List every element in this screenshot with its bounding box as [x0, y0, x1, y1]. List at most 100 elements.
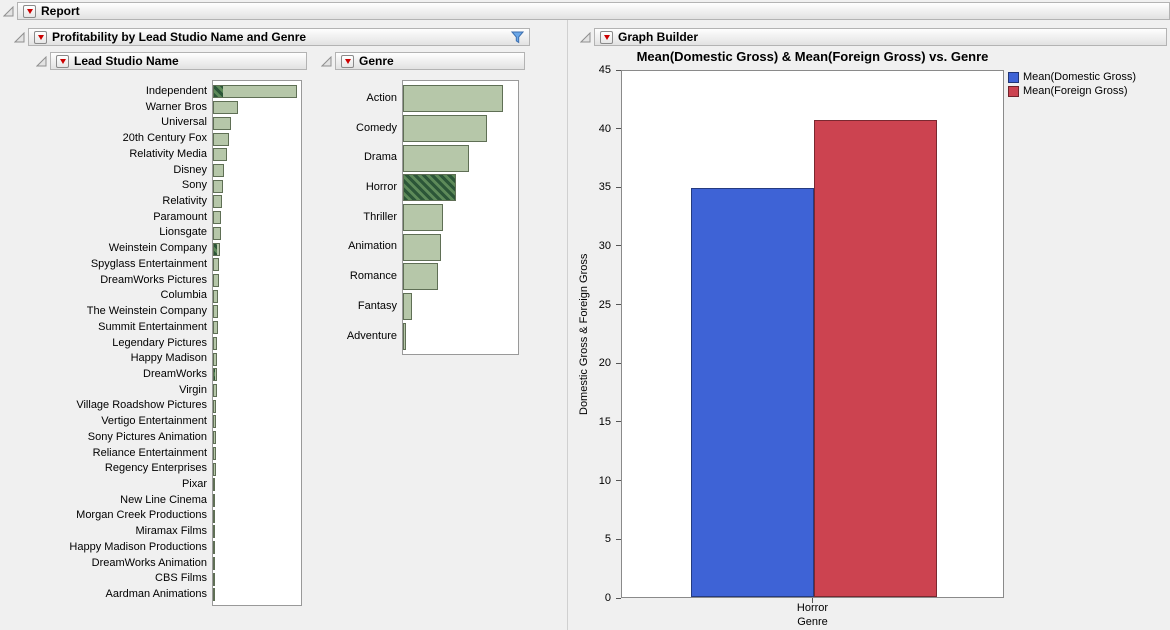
- legend-entry[interactable]: Mean(Domestic Gross): [1008, 71, 1136, 83]
- graph-builder-plot-area: [621, 70, 1004, 598]
- histogram-bar[interactable]: [213, 336, 218, 350]
- histogram-bar[interactable]: [403, 204, 444, 232]
- histogram-bar[interactable]: [213, 195, 222, 209]
- histogram-row: [213, 367, 301, 383]
- category-label: Regency Enterprises: [104, 462, 207, 475]
- red-triangle-menu-button[interactable]: [600, 30, 613, 44]
- histogram-bar[interactable]: [213, 446, 216, 460]
- disclosure-triangle-icon[interactable]: [14, 31, 25, 43]
- histogram-bar[interactable]: [213, 494, 216, 508]
- category-label: Drama: [363, 151, 397, 164]
- histogram-bar[interactable]: [213, 226, 221, 240]
- category-label: Sony: [181, 179, 207, 192]
- category-label: Action: [366, 92, 397, 104]
- histogram-bar[interactable]: [213, 85, 298, 99]
- histogram-bar[interactable]: [213, 572, 215, 586]
- graph-builder-outline-row: Graph Builder: [580, 28, 1167, 46]
- histogram-bar[interactable]: [213, 258, 220, 272]
- histogram-bar[interactable]: [213, 148, 228, 162]
- y-tick-mark: [616, 69, 621, 71]
- grouped-bar-foreign-gross[interactable]: [813, 120, 937, 597]
- histogram-bar[interactable]: [403, 144, 469, 172]
- histogram-row: [213, 524, 301, 540]
- histogram-bar[interactable]: [213, 211, 221, 225]
- histogram-row: [213, 147, 301, 163]
- report-outline-row: Report: [3, 2, 1170, 20]
- histogram-bar[interactable]: [213, 525, 215, 539]
- histogram-bar[interactable]: [213, 431, 216, 445]
- histogram-bar[interactable]: [213, 415, 216, 429]
- histogram-bar[interactable]: [403, 293, 413, 321]
- histogram-bar[interactable]: [213, 368, 218, 382]
- red-triangle-menu-button[interactable]: [23, 4, 36, 18]
- histogram-row: [213, 273, 301, 289]
- disclosure-triangle-icon[interactable]: [580, 31, 591, 43]
- histogram-bar[interactable]: [213, 179, 223, 193]
- category-label: Horror: [365, 181, 397, 194]
- histogram-bar[interactable]: [213, 116, 232, 130]
- histogram-row: [213, 115, 301, 131]
- red-triangle-icon: [344, 58, 351, 64]
- histogram-bar[interactable]: [213, 352, 218, 366]
- histogram-bar[interactable]: [403, 115, 487, 143]
- category-label: Thriller: [363, 210, 397, 223]
- selected-highlight: [214, 86, 224, 98]
- red-triangle-menu-button[interactable]: [34, 30, 47, 44]
- histogram-row: [213, 225, 301, 241]
- category-label: Happy Madison: [130, 352, 207, 365]
- studio-axis-labels: Independent Warner Bros Universal 20th Cent…: [0, 80, 212, 603]
- histogram-bar[interactable]: [213, 242, 221, 256]
- histogram-bar[interactable]: [403, 322, 407, 350]
- histogram-bar[interactable]: [403, 263, 438, 291]
- y-tick-mark: [616, 538, 621, 540]
- grouped-bar-domestic-gross[interactable]: [690, 187, 814, 597]
- category-label: Lionsgate: [159, 226, 207, 239]
- data-filter-icon[interactable]: [511, 31, 524, 44]
- histogram-bar[interactable]: [403, 85, 504, 113]
- disclosure-triangle-icon[interactable]: [3, 5, 14, 17]
- category-label: Sony Pictures Animation: [87, 430, 207, 443]
- disclosure-triangle-icon[interactable]: [321, 55, 332, 67]
- histogram-row: [213, 556, 301, 572]
- histogram-row: [213, 430, 301, 446]
- histogram-bar[interactable]: [213, 588, 215, 602]
- histogram-row: [213, 131, 301, 147]
- histogram-bar[interactable]: [213, 289, 219, 303]
- category-label: Adventure: [346, 329, 397, 342]
- red-triangle-menu-button[interactable]: [341, 54, 354, 68]
- histogram-row: [213, 178, 301, 194]
- histogram-bar[interactable]: [213, 101, 238, 115]
- histogram-bar[interactable]: [213, 462, 216, 476]
- chart-title: Mean(Domestic Gross) & Mean(Foreign Gros…: [636, 49, 989, 64]
- histogram-row: [213, 398, 301, 414]
- y-tick-label: 0: [604, 592, 611, 604]
- category-label: Virgin: [179, 383, 207, 396]
- disclosure-triangle-icon[interactable]: [36, 55, 47, 67]
- histogram-bar[interactable]: [213, 321, 219, 335]
- category-label: Pixar: [181, 477, 207, 490]
- histogram-row: [213, 493, 301, 509]
- histogram-bar[interactable]: [213, 132, 229, 146]
- histogram-bar[interactable]: [213, 478, 216, 492]
- histogram-bar[interactable]: [213, 305, 219, 319]
- y-tick-label: 10: [598, 474, 611, 487]
- histogram-bar[interactable]: [213, 509, 215, 523]
- y-tick-mark: [616, 362, 621, 364]
- histogram-bar[interactable]: [403, 233, 441, 261]
- histogram-bar[interactable]: [403, 174, 456, 202]
- histogram-bar[interactable]: [213, 273, 220, 287]
- red-triangle-menu-button[interactable]: [56, 54, 69, 68]
- histogram-bar[interactable]: [213, 384, 217, 398]
- histogram-row: [213, 414, 301, 430]
- category-label: DreamWorks Pictures: [100, 273, 207, 286]
- histogram-row: [213, 304, 301, 320]
- y-tick-mark: [616, 186, 621, 188]
- histogram-row: [213, 351, 301, 367]
- legend-entry[interactable]: Mean(Foreign Gross): [1008, 85, 1136, 97]
- histogram-bar[interactable]: [213, 541, 215, 555]
- selected-highlight: [214, 369, 215, 381]
- histogram-bar[interactable]: [213, 399, 216, 413]
- histogram-row: [213, 257, 301, 273]
- histogram-bar[interactable]: [213, 556, 215, 570]
- histogram-bar[interactable]: [213, 163, 225, 177]
